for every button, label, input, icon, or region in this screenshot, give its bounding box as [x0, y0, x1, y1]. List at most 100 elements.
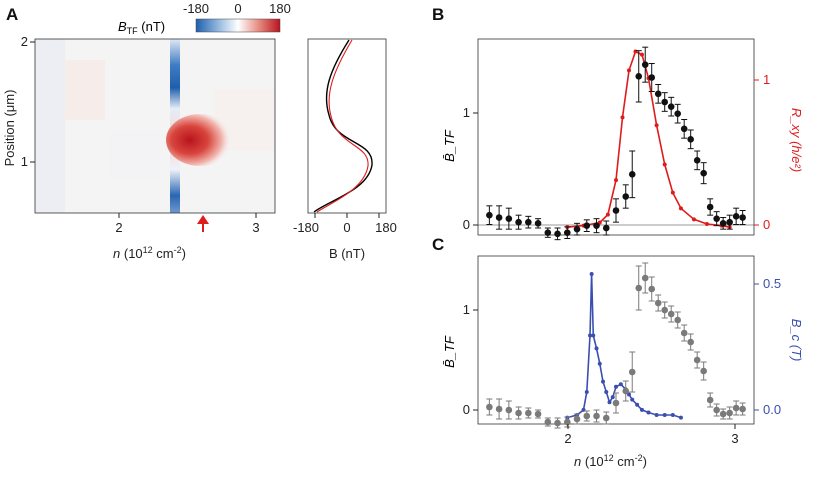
- data-point: [628, 368, 636, 376]
- data-point: [726, 218, 733, 226]
- data-point: [635, 73, 643, 80]
- data-point: [515, 218, 522, 226]
- data-point: [739, 214, 746, 221]
- data-point: [583, 412, 591, 420]
- chart-b-ylabel-left: B̄_TF: [442, 129, 457, 162]
- data-point: [674, 110, 681, 117]
- series-point-right: [597, 361, 602, 366]
- data-point: [719, 410, 727, 418]
- data-point: [687, 136, 694, 143]
- series-point-right: [620, 115, 625, 120]
- data-point: [495, 214, 503, 221]
- heatmap-noise: [35, 39, 65, 213]
- series-point-right: [610, 395, 615, 400]
- data-point: [661, 98, 669, 106]
- series-point-right: [691, 217, 696, 222]
- colorbar-tick: -180: [183, 1, 209, 16]
- data-point: [515, 409, 522, 417]
- series-point-right: [670, 413, 675, 418]
- series-line-bc: [567, 273, 682, 419]
- data-point: [661, 306, 669, 314]
- series-point-right: [662, 162, 667, 167]
- series-point-right: [605, 212, 610, 217]
- data-point: [554, 230, 561, 238]
- series-point-right: [639, 407, 644, 412]
- heatmap-xtick-label: 3: [252, 220, 259, 235]
- series-point-right: [591, 333, 596, 338]
- heatmap-noise: [65, 60, 105, 120]
- data-point: [573, 415, 581, 423]
- chart-c-marks: [486, 262, 746, 429]
- chart-b-marks: [486, 46, 746, 241]
- series-point-right: [589, 271, 594, 276]
- heatmap-xlabel: n (1012 cm-2): [113, 245, 186, 261]
- series-point-right: [662, 413, 667, 418]
- data-point: [495, 405, 503, 413]
- series-point-right: [601, 379, 606, 384]
- chart-b-ytick-label-left: 0: [463, 217, 470, 232]
- data-point: [719, 220, 727, 227]
- data-point: [700, 169, 707, 177]
- data-point: [739, 405, 746, 413]
- data-point: [641, 274, 649, 282]
- chart-c-xtick-label: 2: [564, 431, 571, 446]
- profile-plot: -180 0 180 B (nT): [293, 38, 397, 261]
- series-point-right: [639, 52, 644, 57]
- chart-c-ytick-label-left: 1: [463, 302, 470, 317]
- chart-c-ytick-label-left: 0: [463, 402, 470, 417]
- data-point: [687, 338, 694, 346]
- series-point-right: [646, 410, 651, 415]
- data-point: [680, 329, 688, 337]
- colorbar-label: BTF (nT): [118, 19, 165, 36]
- profile-curve-measured: [313, 39, 373, 213]
- data-point: [648, 285, 656, 293]
- data-point: [635, 284, 643, 292]
- panel-label-a: A: [6, 5, 18, 24]
- data-point: [602, 224, 610, 232]
- series-point-right: [584, 389, 589, 394]
- series-point-right: [630, 397, 635, 402]
- data-point: [713, 406, 720, 414]
- colorbar: BTF (nT) -180 0 180: [118, 1, 291, 36]
- data-point: [505, 215, 513, 222]
- chart-c-xlabel: n (1012 cm-2): [574, 453, 647, 469]
- data-point: [706, 396, 714, 404]
- chart-c-ylabel-right: B_c (T): [789, 319, 804, 362]
- chart-b-ytick-label-right: 1: [763, 72, 770, 87]
- series-point-right: [678, 206, 683, 211]
- chart-c: 2 3 1 0 0.5 0.0 B̄_TF B_c (T) n (1012 cm…: [442, 255, 804, 469]
- data-point: [544, 418, 552, 426]
- heatmap-ytick-label: 1: [21, 154, 28, 169]
- data-point: [612, 207, 620, 214]
- data-point: [648, 74, 656, 81]
- data-point: [693, 157, 701, 164]
- profile-frame: [307, 38, 387, 214]
- heatmap-red-feature: [166, 114, 234, 166]
- series-point-right: [604, 389, 609, 394]
- chart-b-ytick-label-left: 1: [463, 105, 470, 120]
- chart-b-frame: [477, 38, 755, 236]
- series-point-right: [626, 68, 631, 73]
- profile-xtick-label: 180: [375, 220, 397, 235]
- series-point-right: [633, 49, 638, 54]
- heatmap-ytick-label: 2: [21, 34, 28, 49]
- data-point: [674, 316, 681, 324]
- series-point-right: [614, 384, 618, 389]
- series-point-right: [594, 346, 599, 351]
- heatmap-frame: [34, 38, 276, 214]
- series-point-right: [704, 222, 709, 227]
- data-point: [563, 418, 571, 426]
- data-point: [563, 229, 571, 236]
- series-point-right: [626, 392, 631, 397]
- data-point: [732, 213, 740, 220]
- series-point-right: [618, 382, 623, 387]
- data-point: [622, 193, 630, 200]
- series-point-right: [654, 413, 659, 418]
- panel-label-b: B: [432, 5, 444, 24]
- data-point: [693, 356, 701, 364]
- data-point: [593, 222, 600, 229]
- heatmap: 2 3 2 1 Position (μm) n (1012 cm-2): [2, 34, 276, 261]
- data-point: [667, 103, 675, 110]
- data-point: [628, 171, 636, 178]
- series-point-right: [588, 333, 593, 338]
